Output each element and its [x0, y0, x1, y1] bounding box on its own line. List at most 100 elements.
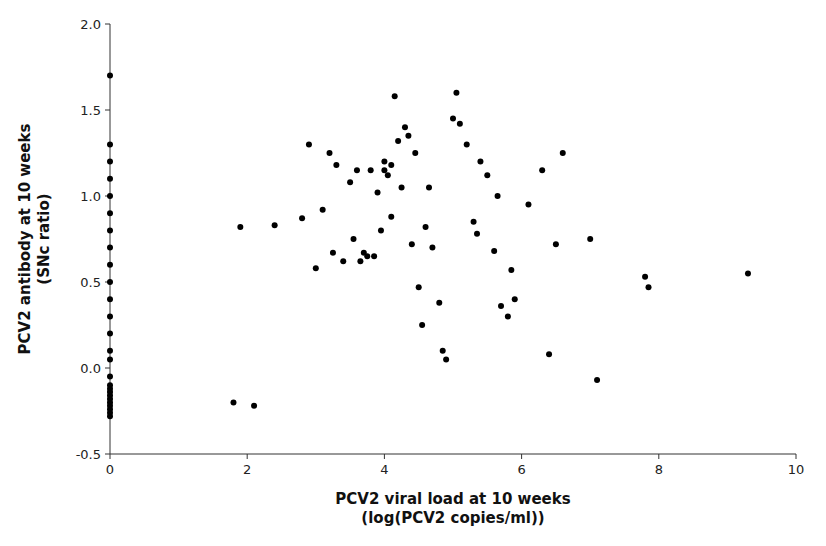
point — [457, 121, 463, 127]
x-tick — [521, 454, 522, 459]
y-tick-label: 1.0 — [80, 189, 101, 204]
point — [107, 296, 113, 302]
point — [491, 248, 497, 254]
point — [299, 215, 305, 221]
point — [351, 236, 357, 242]
x-tick-label: 2 — [243, 462, 251, 477]
point — [402, 124, 408, 130]
point — [512, 296, 518, 302]
point — [320, 207, 326, 213]
point — [371, 253, 377, 259]
point — [498, 303, 504, 309]
point — [505, 313, 511, 319]
point — [464, 141, 470, 147]
point — [306, 141, 312, 147]
point — [340, 258, 346, 264]
point — [237, 224, 243, 230]
y-tick — [105, 454, 110, 455]
point — [107, 413, 113, 419]
y-tick-label: 2.0 — [80, 17, 101, 32]
point — [416, 284, 422, 290]
point — [107, 73, 113, 79]
point — [354, 167, 360, 173]
x-tick — [110, 454, 111, 459]
x-tick — [796, 454, 797, 459]
point — [381, 167, 387, 173]
point — [508, 267, 514, 273]
point — [450, 116, 456, 122]
point — [477, 159, 483, 165]
point — [453, 90, 459, 96]
point — [436, 300, 442, 306]
y-axis-label: PCV2 antibody at 10 weeks(SNc ratio) — [16, 123, 53, 354]
point — [539, 167, 545, 173]
point — [560, 150, 566, 156]
point — [357, 258, 363, 264]
x-tick-label: 4 — [380, 462, 388, 477]
point — [642, 274, 648, 280]
point — [272, 222, 278, 228]
x-tick — [658, 454, 659, 459]
point — [395, 138, 401, 144]
point — [388, 162, 394, 168]
point — [409, 241, 415, 247]
point — [594, 377, 600, 383]
x-tick-label: 8 — [655, 462, 663, 477]
point — [251, 403, 257, 409]
point — [107, 141, 113, 147]
point — [107, 356, 113, 362]
point — [230, 399, 236, 405]
point — [646, 284, 652, 290]
point — [330, 250, 336, 256]
chart: 0246810-0.50.00.51.01.52.0PCV2 viral loa… — [0, 0, 826, 546]
point — [347, 179, 353, 185]
point — [495, 193, 501, 199]
point — [107, 245, 113, 251]
point — [471, 219, 477, 225]
y-tick — [105, 368, 110, 369]
point — [107, 176, 113, 182]
point — [426, 184, 432, 190]
point — [745, 270, 751, 276]
point — [385, 172, 391, 178]
point — [381, 159, 387, 165]
point — [423, 224, 429, 230]
point — [107, 227, 113, 233]
point — [107, 374, 113, 380]
point — [399, 184, 405, 190]
point — [378, 227, 384, 233]
point — [412, 150, 418, 156]
point — [553, 241, 559, 247]
y-tick-label: 1.5 — [80, 103, 101, 118]
point — [107, 331, 113, 337]
point — [364, 253, 370, 259]
x-axis-label: PCV2 viral load at 10 weeks(log(PCV2 cop… — [335, 490, 570, 527]
points — [107, 73, 751, 420]
point — [327, 150, 333, 156]
point — [368, 167, 374, 173]
point — [107, 159, 113, 165]
point — [392, 93, 398, 99]
point — [429, 245, 435, 251]
point — [313, 265, 319, 271]
x-tick-label: 10 — [788, 462, 805, 477]
point — [107, 348, 113, 354]
point — [419, 322, 425, 328]
point — [107, 279, 113, 285]
point — [440, 348, 446, 354]
point — [388, 214, 394, 220]
point — [107, 193, 113, 199]
axes: 0246810-0.50.00.51.01.52.0 — [76, 17, 805, 478]
x-tick-label: 6 — [517, 462, 525, 477]
point — [443, 356, 449, 362]
x-tick — [247, 454, 248, 459]
point — [107, 313, 113, 319]
x-tick-label: 0 — [106, 462, 114, 477]
point — [525, 202, 531, 208]
y-tick — [105, 110, 110, 111]
y-tick — [105, 24, 110, 25]
x-axis-line — [110, 454, 796, 455]
point — [107, 210, 113, 216]
point — [587, 236, 593, 242]
point — [484, 172, 490, 178]
